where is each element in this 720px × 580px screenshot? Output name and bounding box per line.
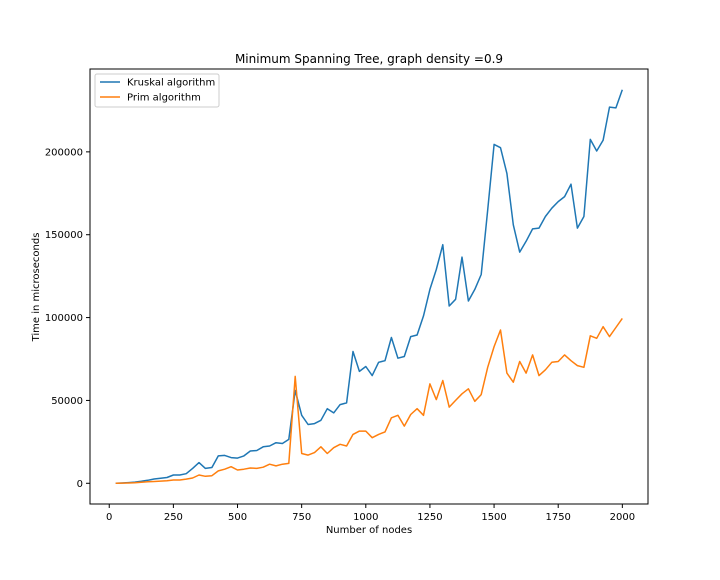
x-tick-label: 250 <box>164 512 183 523</box>
legend-label-kruskal-algorithm: Kruskal algorithm <box>127 78 215 89</box>
prim-algorithm-line <box>115 317 623 485</box>
x-tick-label: 0 <box>106 512 112 523</box>
y-tick-label: 50000 <box>51 396 83 407</box>
kruskal-algorithm-line <box>115 89 624 485</box>
x-tick-label: 2000 <box>610 512 635 523</box>
y-tick-label: 150000 <box>45 230 83 241</box>
legend-box <box>94 73 220 108</box>
chart-title: Minimum Spanning Tree, graph density =0.… <box>235 52 503 66</box>
x-tick-label: 750 <box>292 512 311 523</box>
y-axis-label: Time in microseconds <box>31 233 42 343</box>
x-tick-label: 1000 <box>353 512 378 523</box>
x-tick-label: 1750 <box>545 512 570 523</box>
plot-frame <box>89 68 649 505</box>
y-tick-label: 100000 <box>45 313 83 324</box>
legend-label-prim-algorithm: Prim algorithm <box>127 93 201 104</box>
axis-ticks: 0 250 500 750 1000 1250 1500 1750 2000 0 50000 1000… <box>45 147 635 523</box>
x-axis-label: Number of nodes <box>326 525 412 536</box>
legend: Kruskal algorithm Prim algorithm <box>94 73 220 108</box>
x-tick-label: 500 <box>228 512 247 523</box>
x-tick-label: 1500 <box>481 512 506 523</box>
y-tick-label: 200000 <box>45 147 83 158</box>
y-tick-label: 0 <box>77 479 83 490</box>
series-lines <box>115 89 624 485</box>
x-tick-label: 1250 <box>417 512 442 523</box>
